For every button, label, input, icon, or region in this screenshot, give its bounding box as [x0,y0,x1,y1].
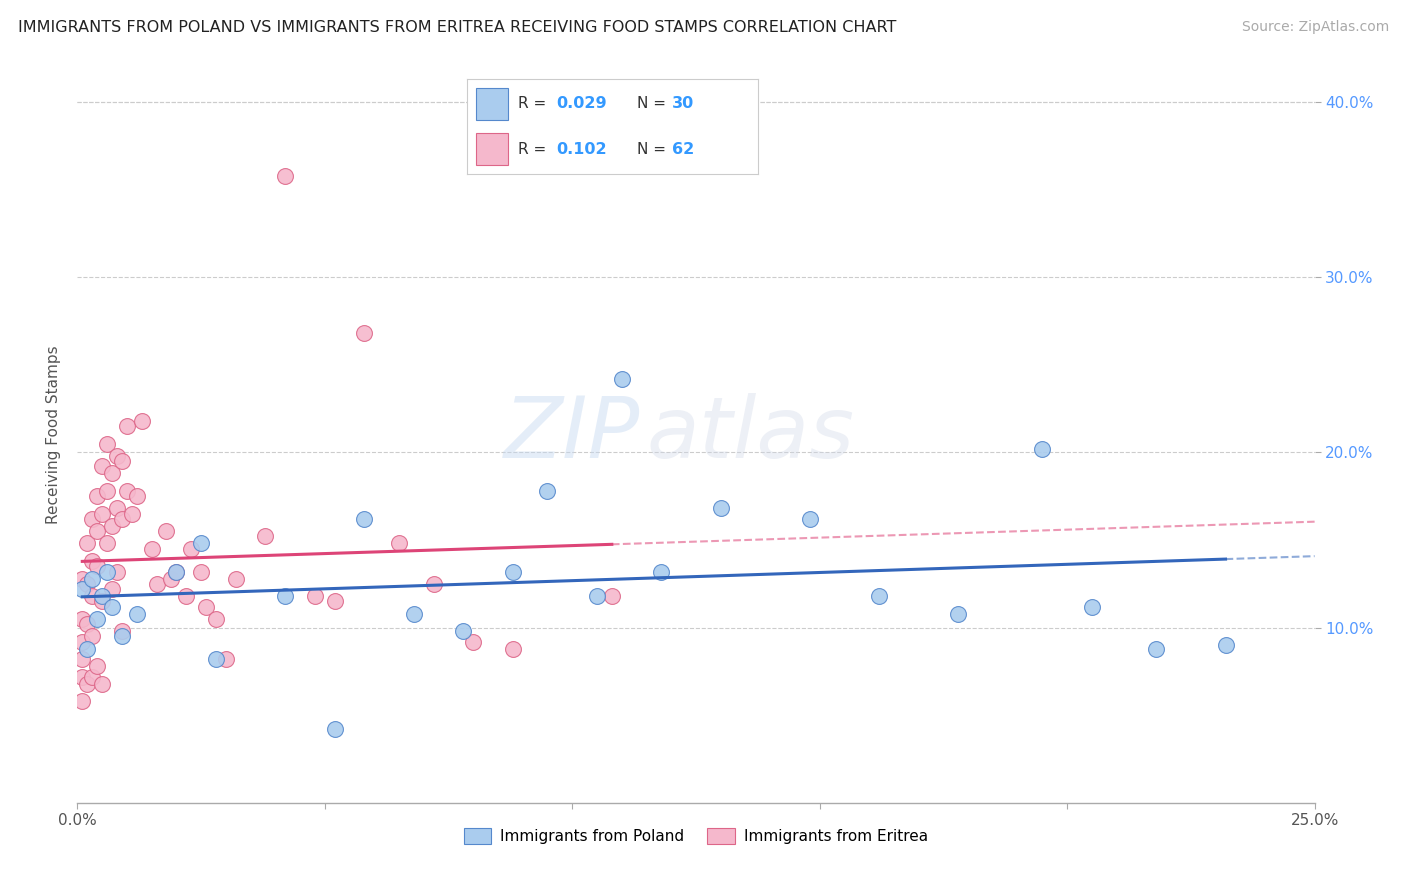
Point [145,576,167,591]
Point [91,589,114,603]
Point [215,652,238,666]
Point [453,624,475,639]
Point [121,507,143,521]
Point [115,419,138,434]
Point [72,634,94,648]
Text: atlas: atlas [647,393,855,476]
Point [72,612,94,626]
Point [323,723,346,737]
Point [1215,638,1237,652]
Point [165,565,187,579]
Point [1031,442,1053,456]
Point [82,670,104,684]
Point [72,670,94,684]
Point [111,629,134,643]
Point [105,501,128,516]
Point [82,572,104,586]
Point [174,589,197,603]
Point [96,436,118,450]
Point [502,565,524,579]
Point [1081,599,1104,614]
Point [76,676,98,690]
Point [91,594,114,608]
Point [190,536,212,550]
Point [160,572,183,586]
Point [72,652,94,666]
Point [86,524,108,539]
Point [76,641,98,656]
Point [205,652,228,666]
Point [86,559,108,574]
Point [111,454,134,468]
Point [101,582,124,596]
Y-axis label: Receiving Food Stamps: Receiving Food Stamps [45,345,60,524]
Point [402,607,425,621]
Point [82,629,104,643]
Legend: Immigrants from Poland, Immigrants from Eritrea: Immigrants from Poland, Immigrants from … [457,822,935,850]
Point [650,565,672,579]
Point [600,589,623,603]
Point [710,501,733,516]
Text: ZIP: ZIP [503,393,640,476]
Point [72,694,94,708]
Point [125,489,148,503]
Point [868,589,890,603]
Point [799,512,821,526]
Point [463,634,485,648]
Point [91,459,114,474]
Point [502,641,524,656]
Point [205,612,228,626]
Point [72,572,94,586]
Text: Source: ZipAtlas.com: Source: ZipAtlas.com [1241,20,1389,34]
Point [101,599,124,614]
Point [304,589,326,603]
Point [610,372,633,386]
Point [274,589,297,603]
Point [586,589,609,603]
Point [111,624,134,639]
Point [131,414,153,428]
Point [422,576,444,591]
Point [388,536,411,550]
Point [111,512,134,526]
Point [82,554,104,568]
Point [91,507,114,521]
Point [101,519,124,533]
Text: IMMIGRANTS FROM POLAND VS IMMIGRANTS FROM ERITREA RECEIVING FOOD STAMPS CORRELAT: IMMIGRANTS FROM POLAND VS IMMIGRANTS FRO… [18,20,897,35]
Point [948,607,970,621]
Point [72,582,94,596]
Point [225,572,247,586]
Point [165,565,187,579]
Point [86,659,108,673]
Point [323,594,346,608]
Point [190,565,212,579]
Point [82,589,104,603]
Point [105,565,128,579]
Point [82,512,104,526]
Point [353,326,375,341]
Point [353,512,375,526]
Point [91,676,114,690]
Point [274,169,297,183]
Point [76,576,98,591]
Point [101,467,124,481]
Point [96,483,118,498]
Point [195,599,218,614]
Point [96,565,118,579]
Point [115,483,138,498]
Point [86,489,108,503]
Point [1144,641,1167,656]
Point [155,524,177,539]
Point [180,541,202,556]
Point [536,483,558,498]
Point [254,529,277,543]
Point [141,541,163,556]
Point [76,617,98,632]
Point [96,536,118,550]
Point [105,449,128,463]
Point [76,536,98,550]
Point [86,612,108,626]
Point [125,607,148,621]
